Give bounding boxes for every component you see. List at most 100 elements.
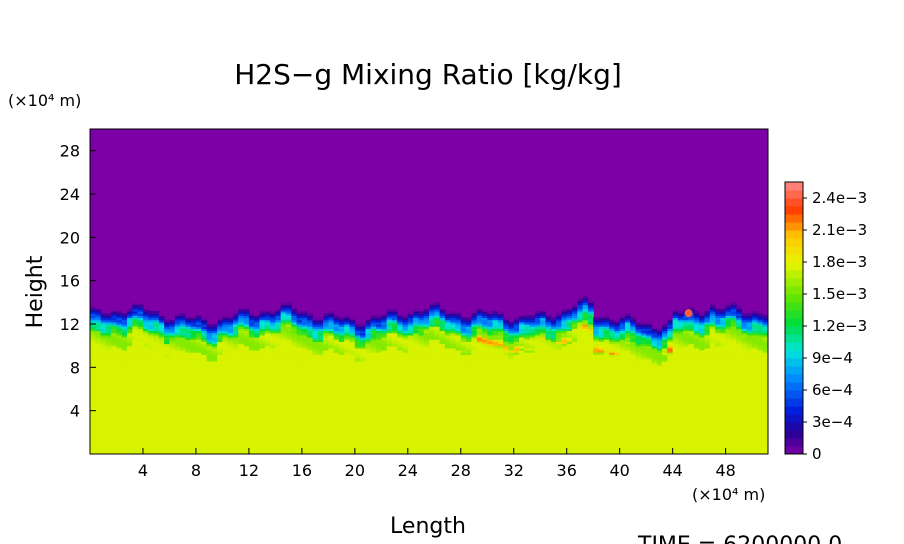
field-cell [688, 324, 695, 327]
colorbar-swatch [785, 262, 803, 271]
field-cell [746, 354, 753, 358]
field-cell [715, 358, 721, 362]
field-cell [481, 332, 488, 336]
field-cell [566, 326, 573, 329]
field-cell [439, 330, 446, 334]
field-cell [540, 350, 547, 353]
field-cell [730, 356, 737, 360]
field-cell [312, 354, 319, 358]
field-cell [164, 356, 171, 360]
field-cell [105, 319, 112, 323]
field-cell [365, 319, 372, 323]
field-cell [577, 363, 584, 366]
field-cell [677, 352, 684, 355]
field-cell [132, 341, 139, 345]
field-cell [376, 332, 382, 336]
field-cell [254, 360, 261, 364]
field-cell [587, 350, 594, 353]
field-cell [386, 339, 393, 342]
field-cell [768, 352, 774, 355]
field-cell [121, 332, 128, 336]
field-cell [730, 326, 737, 329]
field-cell [233, 332, 239, 336]
field-cell [688, 306, 695, 310]
field-cell [349, 345, 356, 349]
field-cell [497, 334, 504, 338]
field-cell [195, 356, 202, 360]
field-cell [699, 347, 706, 351]
field-cell [429, 302, 435, 306]
field-cell [243, 365, 250, 368]
colorbar-swatch [785, 190, 803, 199]
field-cell [704, 321, 711, 325]
field-cell [503, 326, 510, 329]
field-cell [635, 334, 642, 338]
field-cell [185, 319, 192, 323]
field-cell [264, 350, 271, 353]
field-cell [338, 352, 345, 355]
field-cell [397, 339, 404, 342]
field-cell [572, 354, 578, 358]
field-cell [529, 363, 536, 366]
field-cell [598, 328, 605, 332]
field-cell [344, 363, 351, 366]
field-cell [180, 363, 186, 366]
field-cell [259, 356, 266, 360]
field-cell [651, 356, 658, 360]
field-cell [95, 358, 102, 362]
field-cell [174, 319, 181, 323]
field-cell [508, 352, 515, 355]
field-cell [587, 321, 594, 325]
field-cell [238, 328, 245, 332]
field-cell [688, 360, 695, 364]
field-cell [699, 352, 706, 355]
field-cell [725, 313, 732, 316]
field-cell [238, 324, 245, 327]
field-cell [423, 326, 430, 329]
field-cell [598, 352, 605, 355]
field-cell [582, 317, 589, 321]
field-cell [709, 347, 716, 351]
field-cell [455, 328, 462, 332]
field-cell [402, 332, 409, 336]
field-cell [725, 343, 732, 347]
field-cell [153, 317, 160, 321]
field-cell [603, 337, 610, 340]
field-cell [312, 337, 319, 340]
field-cell [434, 345, 441, 349]
field-cell [534, 365, 541, 368]
field-cell [693, 319, 700, 323]
field-cell [317, 360, 324, 364]
colorbar-swatch [785, 254, 803, 263]
field-cell [614, 326, 621, 329]
field-cell [407, 343, 414, 347]
field-cell [121, 343, 128, 347]
field-cell [280, 334, 287, 338]
field-cell [624, 330, 631, 334]
field-cell [391, 339, 398, 342]
colorbar-swatch [785, 270, 803, 279]
field-cell [429, 332, 435, 336]
field-cell [285, 308, 292, 312]
field-cell [275, 330, 282, 334]
field-cell [709, 339, 716, 342]
field-cell [598, 350, 605, 353]
field-cell [413, 321, 420, 325]
field-cell [693, 330, 700, 334]
field-cell [434, 363, 441, 366]
field-cell [762, 356, 768, 360]
field-cell [418, 352, 425, 355]
field-cell [709, 317, 716, 321]
field-cell [545, 315, 552, 319]
field-cell [222, 332, 229, 336]
field-cell [105, 354, 112, 358]
field-cell [444, 339, 451, 342]
field-cell [195, 326, 202, 329]
field-cell [545, 326, 552, 329]
field-cell [662, 337, 668, 340]
colorbar-swatch [785, 222, 803, 231]
field-cell [132, 313, 139, 316]
field-cell [264, 313, 271, 316]
field-cell [137, 306, 144, 310]
field-cell [222, 321, 229, 325]
